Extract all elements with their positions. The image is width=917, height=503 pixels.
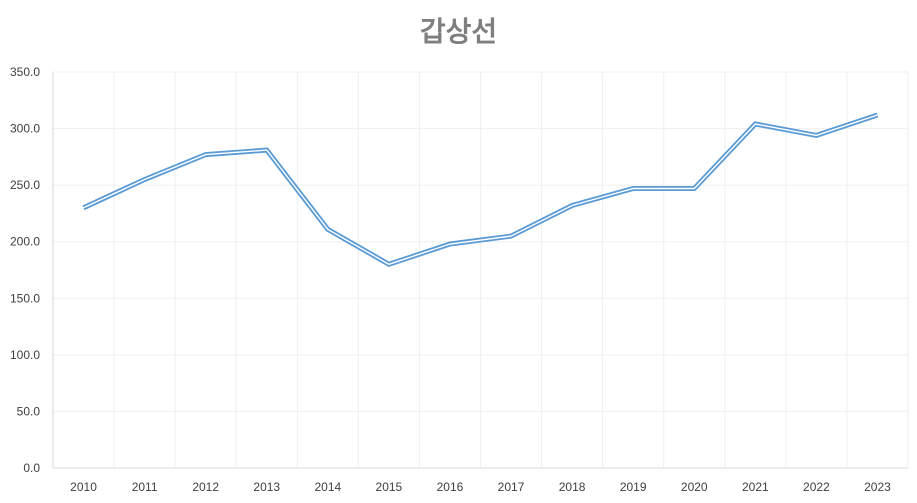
x-tick-label: 2018 [559,480,586,494]
y-tick-label: 300.0 [10,122,40,136]
y-tick-label: 350.0 [10,65,40,79]
axis-layer: 0.0 50.0 100.0 150.0 200.0 250.0 300.0 350.0 201… [10,65,908,494]
grid-layer [52,71,909,468]
x-tick-label: 2019 [620,480,647,494]
y-tick-label: 150.0 [10,291,40,305]
x-tick-label: 2015 [376,480,403,494]
x-tick-label: 2023 [864,480,891,494]
x-tick-label: 2014 [314,480,341,494]
y-tick-label: 200.0 [10,235,40,249]
y-tick-label: 50.0 [17,404,41,418]
x-tick-label: 2011 [132,480,158,494]
y-tick-label: 0.0 [23,461,40,475]
series-layer [82,112,879,268]
x-tick-label: 2010 [70,480,97,494]
x-tick-label: 2021 [742,480,769,494]
x-tick-label: 2020 [681,480,708,494]
y-tick-label: 100.0 [10,348,40,362]
x-tick-label: 2016 [437,480,464,494]
series-line-inner [83,114,878,266]
x-tick-label: 2017 [498,480,525,494]
x-tick-label: 2022 [803,480,830,494]
x-tick-label: 2013 [253,480,280,494]
x-tick-label: 2012 [192,480,219,494]
chart-title: 갑상선 [419,15,498,48]
y-tick-label: 250.0 [10,178,40,192]
